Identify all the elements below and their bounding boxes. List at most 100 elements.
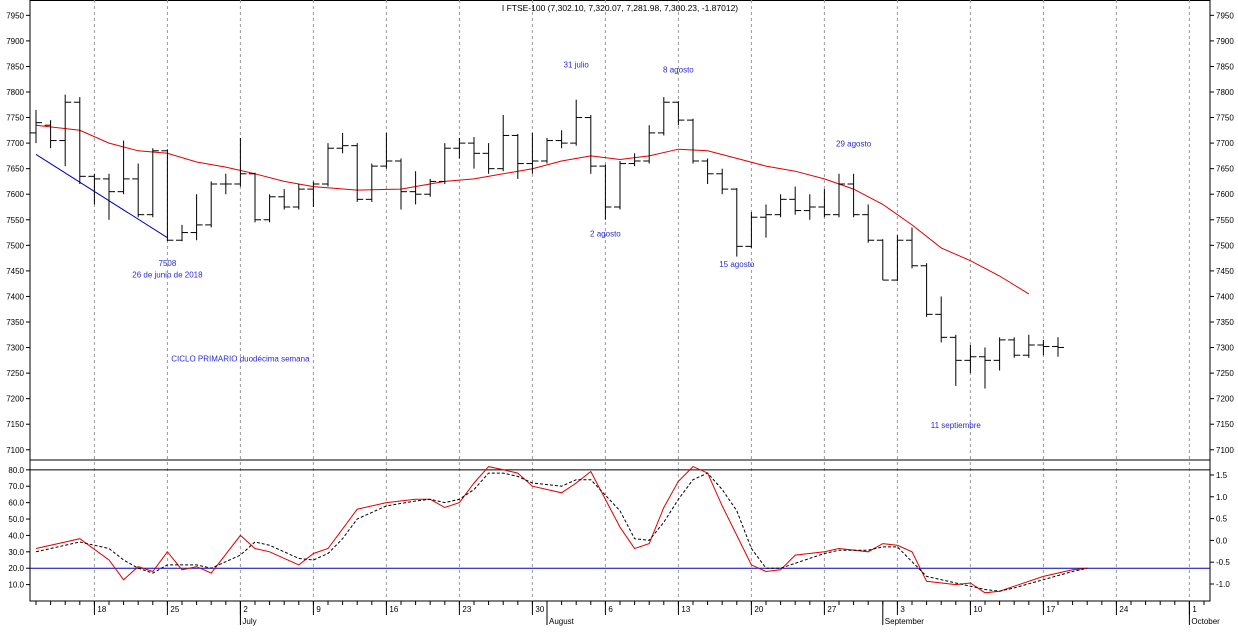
x-tick-label: 17 [1046,605,1055,614]
ohlc-bar [614,161,626,210]
ohlc-bar [468,136,480,169]
ohlc-bar [424,178,437,197]
ohlc-bar [964,345,977,374]
ohlc-bar [993,337,1006,371]
x-tick-label: 24 [1119,605,1128,614]
price-tick-label-right: 7850 [1216,62,1234,71]
month-label: September [885,617,924,626]
x-tick-label: 18 [97,605,106,614]
ohlc-bar [687,118,699,164]
ohlc-bar [161,149,174,242]
price-tick-label-left: 7250 [6,369,24,378]
ohlc-bar [234,138,247,187]
ohlc-bar [716,168,729,195]
ohlc-bar [278,189,291,210]
annotation-label: 15 agosto [719,260,755,269]
annotation-label: 2 agosto [590,230,621,239]
price-tick-label-right: 7900 [1216,37,1234,46]
annotation-label: 11 septiembre [931,421,982,430]
price-tick-label-left: 7400 [6,292,24,301]
ohlc-bar [1022,334,1035,358]
price-tick-label-left: 7100 [6,446,24,455]
oscillator-tick-label-left: 80.0 [8,466,24,475]
price-tick-label-right: 7600 [1216,190,1234,199]
price-tick-label-left: 7450 [6,267,24,276]
moving-average-line [35,124,1030,295]
price-tick-label-left: 7900 [6,37,24,46]
price-tick-label-left: 7800 [6,88,24,97]
x-tick-label: 1 [1192,605,1197,614]
price-tick-label-right: 7700 [1216,139,1234,148]
ohlc-bar [760,204,772,238]
ohlc-bar [862,204,875,243]
ohlc-bar [570,99,583,146]
ohlc-bar [322,143,334,187]
x-tick-label: 10 [973,605,982,614]
oscillator-tick-label-right: -1.0 [1216,580,1230,589]
price-tick-label-left: 7550 [6,216,24,225]
oscillator-tick-label-right: 1.5 [1216,471,1228,480]
oscillator-tick-label-right: 1.0 [1216,493,1228,502]
month-label: October [1191,617,1220,626]
price-tick-label-left: 7150 [6,420,24,429]
x-tick-label: 25 [170,605,179,614]
ohlc-bar [365,163,378,202]
ohlc-bar [920,263,933,317]
month-label: August [549,617,575,626]
ohlc-bar [497,115,510,172]
oscillator-tick-label-left: 20.0 [8,564,24,573]
ohlc-bar [833,173,845,218]
ohlc-bar [219,173,232,195]
ohlc-bar [818,189,831,218]
oscillator-tick-label-left: 10.0 [8,581,24,590]
ohlc-bar [599,164,612,220]
ohlc-bar [249,172,261,223]
ohlc-bar [351,143,364,202]
x-tick-label: 23 [462,605,471,614]
ohlc-bar [438,143,451,184]
oscillator-slow-line [35,472,1088,592]
ohlc-bar [30,109,42,144]
annotation-label: 26 de junio de 2018 [132,271,203,280]
x-tick-label: 16 [389,605,398,614]
ohlc-bar [876,239,889,281]
price-tick-label-right: 7100 [1216,446,1234,455]
price-tick-label-right: 7400 [1216,292,1234,301]
price-tick-label-left: 7700 [6,139,24,148]
price-tick-label-left: 7500 [6,241,24,250]
price-tick-label-left: 7650 [6,165,24,174]
ohlc-bar [132,163,145,218]
oscillator-axis-left: 10.0 20.0 30.0 40.0 50.0 60.0 70.0 80.0 [8,466,30,590]
price-tick-label-right: 7150 [1216,420,1234,429]
x-tick-label: 30 [535,605,544,614]
ohlc-bar [146,148,159,218]
price-overlay-lines [35,124,1030,295]
price-tick-label-left: 7850 [6,62,24,71]
price-tick-label-left: 7200 [6,395,24,404]
oscillator-tick-label-left: 50.0 [8,515,24,524]
ohlc-bar [672,101,685,126]
ohlc-bar [541,138,553,164]
price-tick-label-left: 7350 [6,318,24,327]
annotation-label: 31 julio [564,60,590,69]
price-axis-right: 7100 7150 7200 7250 7300 7350 7400 7450 7500 7550… [1210,11,1234,455]
ohlc-bar [395,158,407,210]
ohlc-bar [176,224,188,242]
oscillator-lines [35,466,1088,594]
price-tick-label-right: 7450 [1216,267,1234,276]
oscillator-tick-label-right: -0.5 [1216,558,1230,567]
ohlc-bar [949,334,962,386]
x-tick-label: 6 [608,605,613,614]
price-tick-label-left: 7750 [6,114,24,123]
price-tick-label-right: 7550 [1216,216,1234,225]
x-tick-label: 9 [316,605,321,614]
x-tick-label: 20 [754,605,763,614]
ohlc-bar [409,171,422,205]
annotation-label: 7508 [159,259,177,268]
price-tick-label-right: 7350 [1216,318,1234,327]
price-tick-label-left: 7950 [6,11,24,20]
x-axis: 18 25 2 9 16 23 30 6 13 20 27 3 10 17 24 1 July August Sep… [35,601,1220,626]
ohlc-bar [292,184,305,210]
